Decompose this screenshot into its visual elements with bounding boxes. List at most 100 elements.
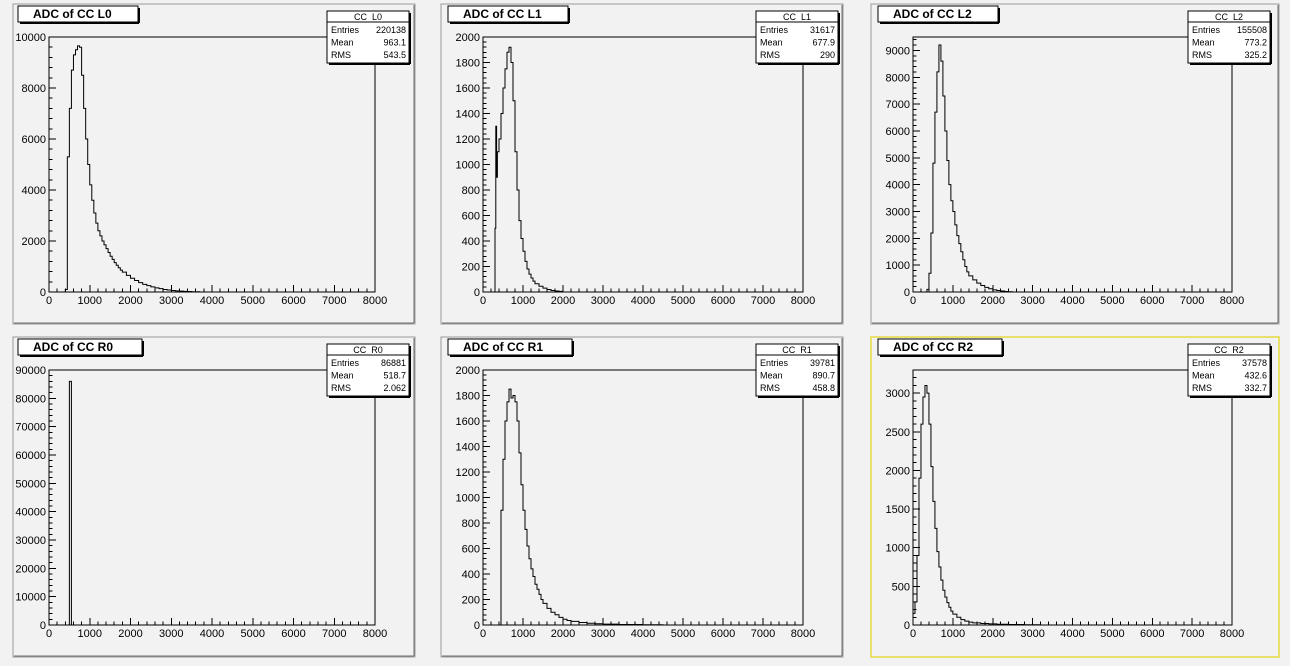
- stats-name: CC_R0: [353, 345, 383, 355]
- stats-value: 458.8: [812, 383, 835, 393]
- y-tick-label: 500: [892, 581, 910, 593]
- x-tick-label: 4000: [631, 628, 655, 640]
- y-tick-label: 1500: [886, 504, 910, 516]
- x-tick-label: 7000: [751, 628, 775, 640]
- x-tick-label: 5000: [241, 628, 265, 640]
- y-tick-label: 10000: [15, 592, 46, 604]
- x-tick-label: 7000: [322, 295, 346, 307]
- stats-value: 677.9: [812, 38, 835, 48]
- x-tick-label: 8000: [791, 628, 815, 640]
- y-tick-label: 90000: [15, 365, 46, 377]
- y-tick-label: 50000: [15, 478, 46, 490]
- pad-title: ADC of CC R1: [447, 338, 574, 357]
- stats-frame: [1187, 10, 1271, 64]
- x-tick-label: 1000: [511, 628, 535, 640]
- y-tick-label: 6000: [22, 134, 46, 146]
- x-tick-label: 1000: [941, 628, 965, 640]
- x-tick-label: 6000: [711, 628, 735, 640]
- pad-title: ADC of CC R0: [17, 338, 144, 357]
- y-tick-label: 600: [462, 211, 480, 223]
- pad-cc-l1[interactable]: 0 1000 2000 3000 4000 5000 6000 7000 8000 0 200 400…: [440, 3, 844, 325]
- stats-value: 39781: [810, 358, 835, 368]
- y-tick-label: 8000: [22, 83, 46, 95]
- x-tick-label: 1000: [511, 295, 535, 307]
- pad-title: ADC of CC L0: [17, 5, 140, 24]
- stats-value: 155508: [1237, 25, 1267, 35]
- y-tick-label: 3000: [886, 388, 910, 400]
- x-tick-label: 6000: [1140, 295, 1164, 307]
- y-tick-label: 0: [474, 287, 480, 299]
- x-tick-label: 4000: [1060, 295, 1084, 307]
- pad-title: ADC of CC L2: [877, 5, 1000, 24]
- stats-label: Entries: [1192, 358, 1221, 368]
- histogram-line-cc-l1: [494, 46, 564, 293]
- x-tick-label: 2000: [551, 295, 575, 307]
- chart-title: ADC of CC L0: [33, 7, 112, 21]
- y-tick-label: 40000: [15, 507, 46, 519]
- y-tick-label: 1400: [456, 442, 480, 454]
- stats-value: 325.2: [1244, 50, 1267, 60]
- y-tick-label: 7000: [886, 99, 910, 111]
- y-tick-label: 0: [904, 287, 910, 299]
- stats-value: 290: [820, 50, 835, 60]
- x-tick-label: 7000: [1180, 628, 1204, 640]
- stats-value: 518.7: [383, 371, 406, 381]
- y-tick-label: 70000: [15, 422, 46, 434]
- stats-value: 332.7: [1244, 383, 1267, 393]
- y-tick-label: 5000: [886, 153, 910, 165]
- stats-label: Mean: [1192, 38, 1215, 48]
- stats-label: Entries: [331, 358, 360, 368]
- y-tick-label: 2000: [22, 236, 46, 248]
- x-tick-label: 4000: [1060, 628, 1084, 640]
- y-tick-label: 2000: [456, 32, 480, 44]
- x-tick-label: 8000: [363, 295, 387, 307]
- histogram-line-cc-l0: [64, 45, 201, 293]
- x-tick-label: 1000: [78, 628, 102, 640]
- pad-cc-r2[interactable]: 0 1000 2000 3000 4000 5000 6000 7000 8000 0 500 100…: [870, 336, 1280, 658]
- y-tick-label: 200: [462, 262, 480, 274]
- x-tick-label: 8000: [1220, 628, 1244, 640]
- stats-box: CC_L1 Entries 31617 Mean 677.9 RMS 290: [755, 10, 840, 65]
- y-tick-label: 1400: [456, 109, 480, 121]
- chart-title: ADC of CC R0: [33, 340, 113, 354]
- stats-value: 86881: [381, 358, 406, 368]
- stats-label: Mean: [331, 371, 354, 381]
- x-tick-label: 8000: [791, 295, 815, 307]
- stats-value: 890.7: [812, 371, 835, 381]
- chart-title: ADC of CC R1: [463, 340, 543, 354]
- x-tick-label: 1000: [941, 295, 965, 307]
- histogram-line-cc-l2: [926, 44, 1014, 293]
- x-tick-label: 3000: [1020, 295, 1044, 307]
- y-tick-label: 0: [474, 620, 480, 632]
- pad-title: ADC of CC R2: [877, 338, 1004, 357]
- x-tick-label: 3000: [1020, 628, 1044, 640]
- stats-box: CC_R0 Entries 86881 Mean 518.7 RMS 2.062: [326, 343, 411, 398]
- stats-name: CC_L1: [783, 12, 811, 22]
- pad-title: ADC of CC L1: [447, 5, 570, 24]
- x-tick-label: 2000: [551, 628, 575, 640]
- stats-label: Mean: [1192, 371, 1215, 381]
- y-tick-label: 1200: [456, 467, 480, 479]
- stats-label: RMS: [331, 383, 351, 393]
- x-tick-label: 3000: [591, 295, 615, 307]
- stats-label: RMS: [1192, 50, 1212, 60]
- y-tick-label: 1000: [886, 260, 910, 272]
- chart-title: ADC of CC L1: [463, 7, 542, 21]
- pad-cc-l2[interactable]: 0 1000 2000 3000 4000 5000 6000 7000 8000 0 1000 20…: [870, 3, 1280, 325]
- stats-value: 773.2: [1244, 38, 1267, 48]
- y-tick-label: 20000: [15, 563, 46, 575]
- stats-label: Entries: [760, 25, 789, 35]
- pad-cc-l0[interactable]: 0 1000 2000 3000 4000 5000 6000 7000 8000 0 2000 40…: [12, 3, 416, 325]
- stats-frame: [755, 10, 839, 64]
- y-tick-label: 10000: [15, 32, 46, 44]
- x-tick-label: 7000: [751, 295, 775, 307]
- pad-cc-r1[interactable]: 0 1000 2000 3000 4000 5000 6000 7000 8000 0 200 400…: [440, 336, 844, 658]
- pad-cc-r0[interactable]: 0 1000 2000 3000 4000 5000 6000 7000 80000100002…: [12, 336, 416, 658]
- y-tick-label: 0: [904, 620, 910, 632]
- stats-label: Entries: [1192, 25, 1221, 35]
- x-tick-label: 3000: [591, 628, 615, 640]
- y-tick-label: 4000: [22, 185, 46, 197]
- stats-name: CC_R2: [1214, 345, 1244, 355]
- x-tick-label: 0: [910, 628, 916, 640]
- stats-label: Entries: [331, 25, 360, 35]
